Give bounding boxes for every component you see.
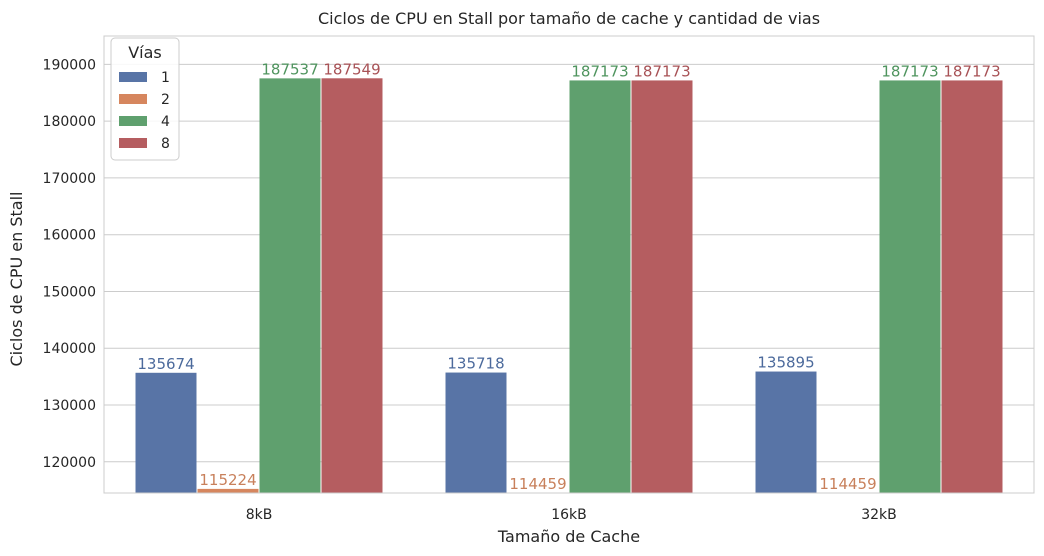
legend-swatch [119, 138, 147, 148]
legend-label: 8 [161, 136, 170, 152]
legend-label: 1 [161, 70, 170, 86]
bar-series-2-8kB [197, 488, 259, 493]
bar-series-8-32kB [941, 80, 1003, 493]
bars [135, 78, 1003, 494]
y-tick-label: 160000 [43, 228, 96, 244]
bar-value-label: 114459 [819, 475, 876, 493]
bar-series-1-16kB [445, 372, 507, 493]
bar-value-label: 187173 [633, 62, 690, 80]
bar-series-8-8kB [321, 78, 383, 493]
y-tick-label: 190000 [43, 57, 96, 73]
bar-series-8-16kB [631, 80, 693, 493]
legend-label: 2 [161, 92, 170, 108]
legend-swatch [119, 94, 147, 104]
chart-title: Ciclos de CPU en Stall por tamaño de cac… [318, 9, 820, 28]
bar-value-labels: 135674 115224 187537 187549 135718 114459 1871… [137, 60, 1000, 493]
y-tick-label: 150000 [43, 284, 96, 300]
legend: Vías 1 2 4 8 [110, 37, 180, 161]
y-tick-label: 170000 [43, 171, 96, 187]
bar-value-label: 114459 [509, 475, 566, 493]
y-axis-label: Ciclos de CPU en Stall [7, 192, 26, 367]
bar-value-label: 187173 [881, 62, 938, 80]
x-tick-label: 8kB [246, 507, 273, 523]
bar-series-1-32kB [755, 371, 817, 493]
x-tick-label: 16kB [551, 507, 587, 523]
legend-swatch [119, 116, 147, 126]
bar-value-label: 135895 [757, 354, 814, 372]
y-tick-label: 120000 [43, 455, 96, 471]
bar-series-4-8kB [259, 78, 321, 494]
x-axis-label: Tamaño de Cache [497, 527, 640, 546]
bar-value-label: 135718 [447, 355, 504, 373]
y-tick-label: 130000 [43, 398, 96, 414]
plot-frame [103, 35, 1035, 494]
y-tick-label: 140000 [43, 341, 96, 357]
y-tick-label: 180000 [43, 114, 96, 130]
legend-label: 4 [161, 114, 170, 130]
x-tick-label: 32kB [861, 507, 897, 523]
legend-title: Vías [128, 43, 162, 62]
bar-series-4-16kB [569, 80, 631, 493]
bar-value-label: 115224 [199, 471, 256, 489]
gridlines [104, 63, 1034, 463]
legend-swatch [119, 72, 147, 82]
bar-value-label: 187173 [943, 62, 1000, 80]
bar-value-label: 187549 [323, 60, 380, 78]
bar-series-1-8kB [135, 372, 197, 493]
bar-series-4-32kB [879, 80, 941, 493]
bar-value-label: 135674 [137, 355, 194, 373]
bar-value-label: 187173 [571, 62, 628, 80]
y-axis-ticks: 120000 130000 140000 150000 160000 170000 1800… [43, 57, 96, 470]
bar-value-label: 187537 [261, 60, 318, 78]
x-axis-ticks: 8kB 16kB 32kB [246, 507, 897, 523]
